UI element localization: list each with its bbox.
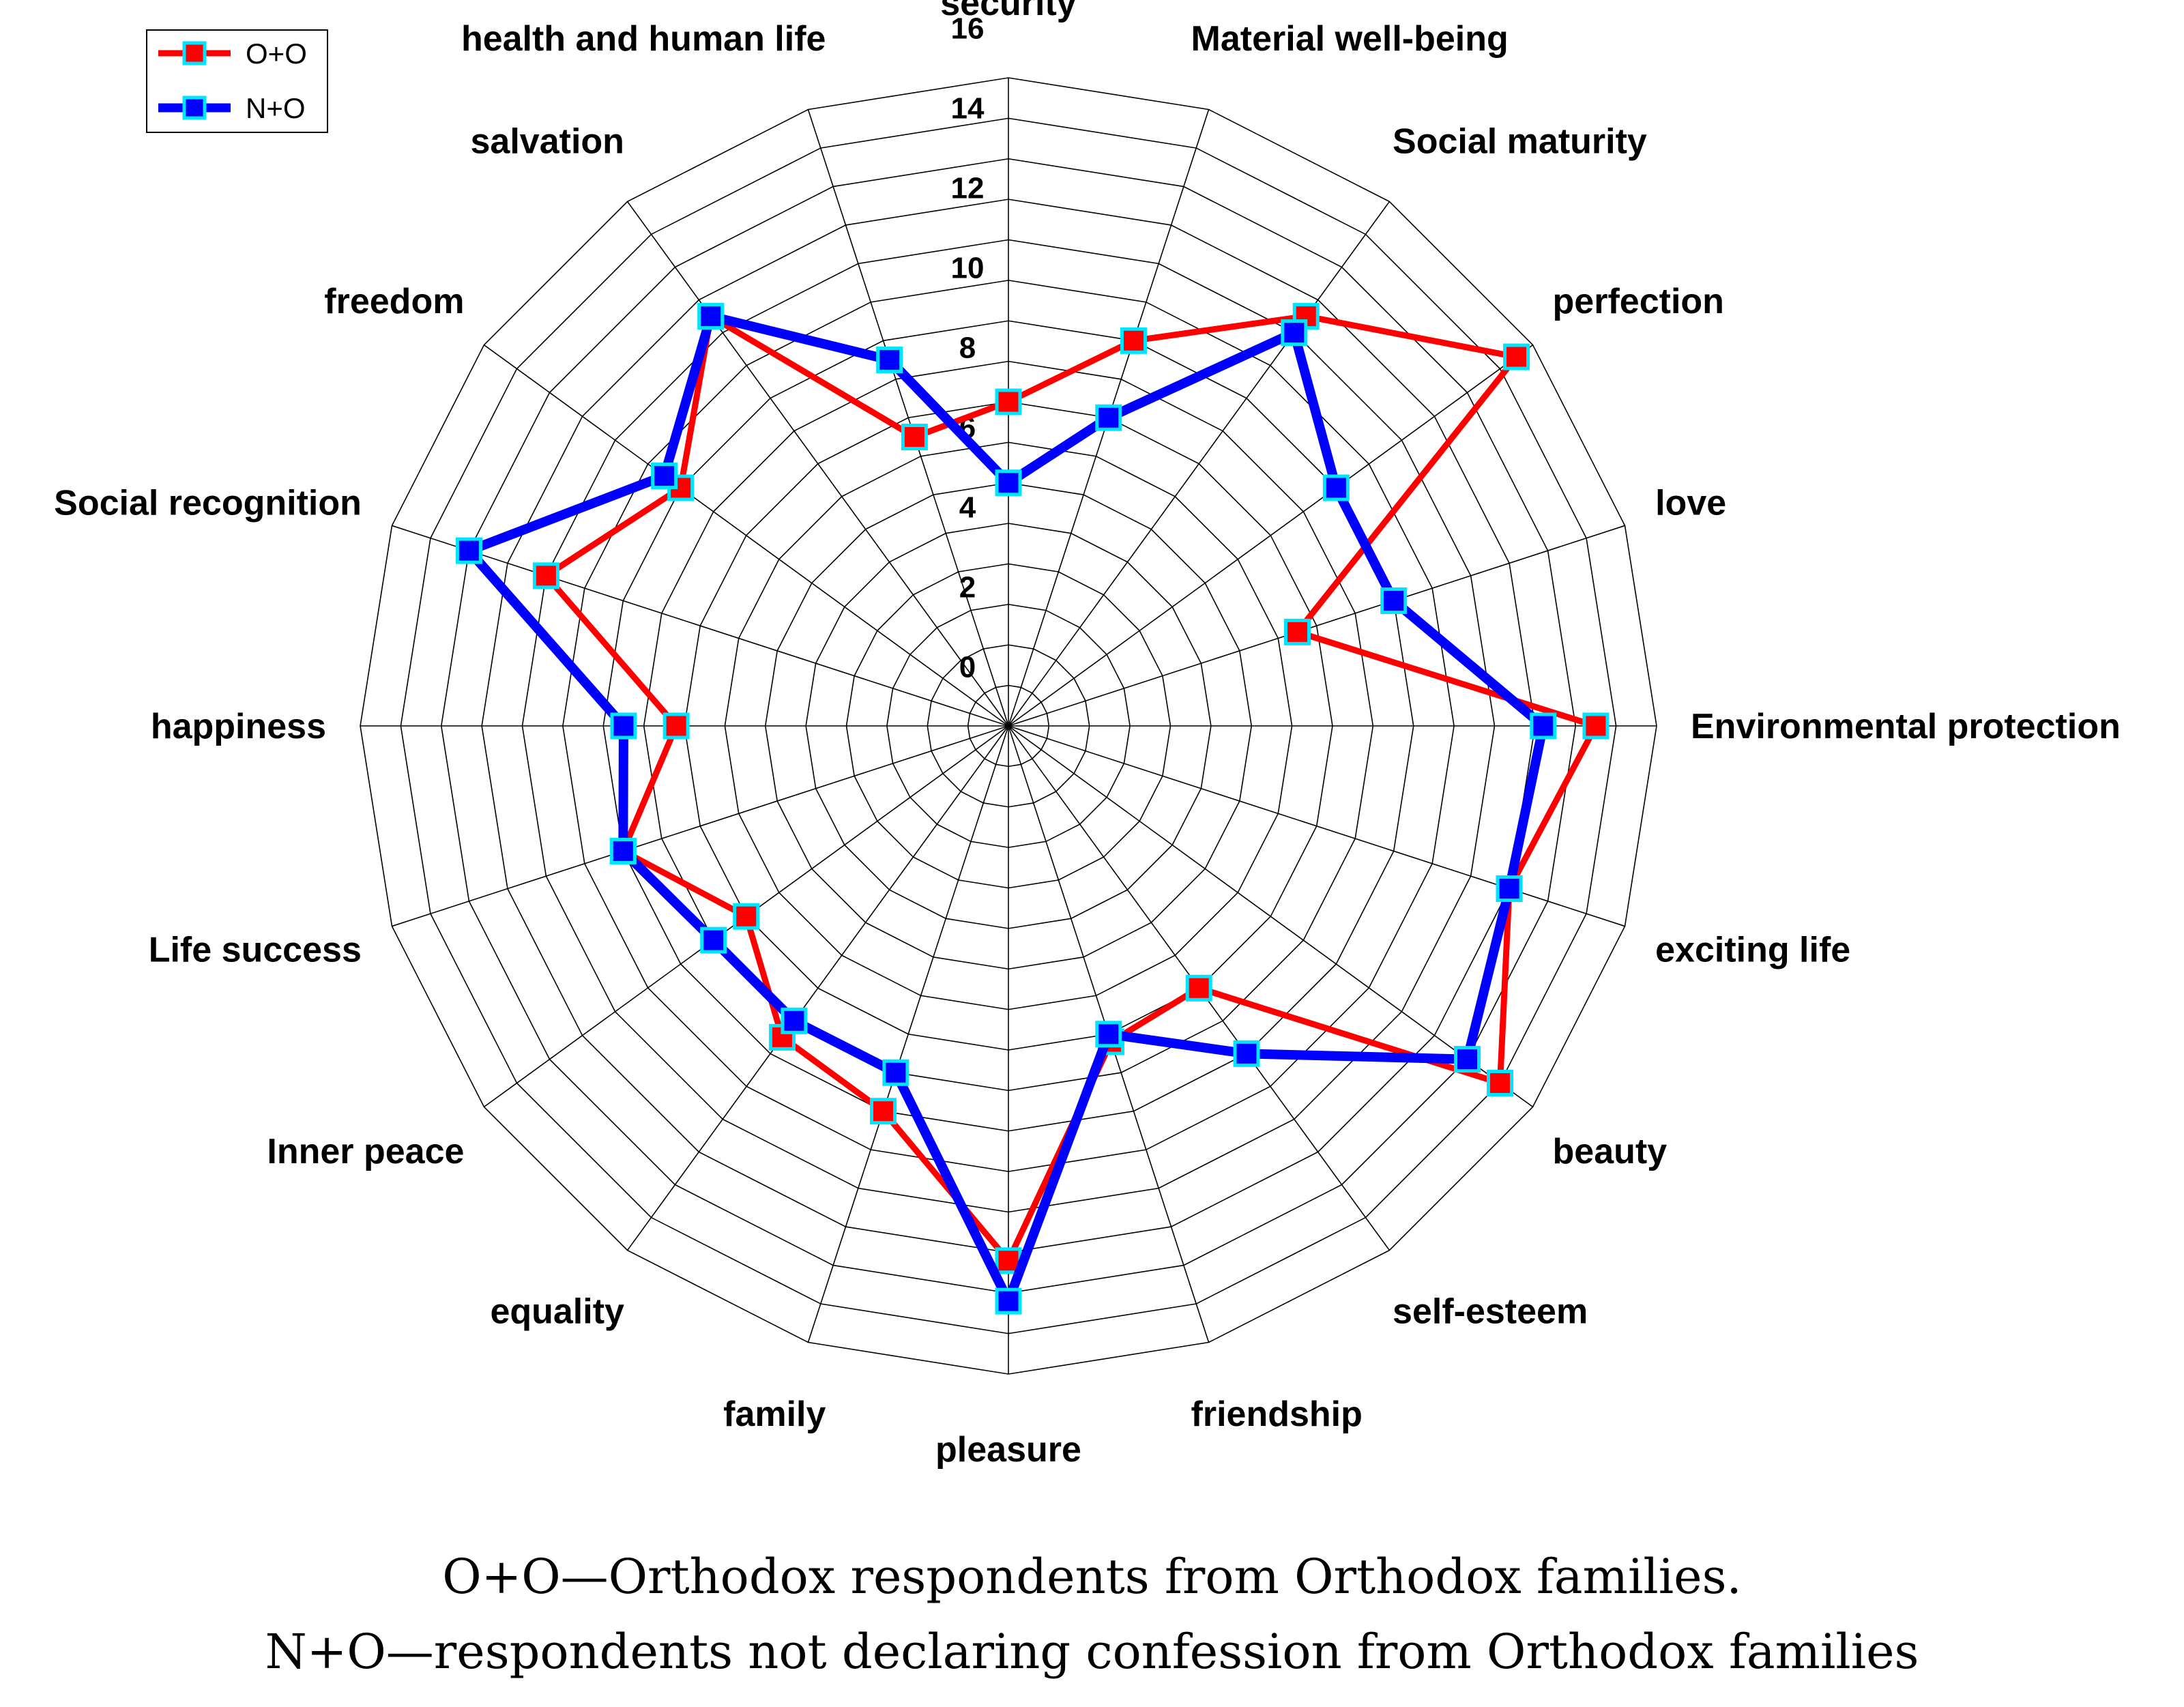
series-0-point-5	[1582, 712, 1610, 740]
category-label-17: freedom	[324, 282, 464, 321]
series-1-point-12	[781, 1007, 808, 1034]
series-0-point-8	[1185, 974, 1212, 1002]
series-1-point-2	[1281, 319, 1308, 347]
legend: O+O N+O	[146, 29, 328, 133]
series-0-point-19	[901, 423, 928, 450]
series-1-point-6	[1496, 875, 1523, 903]
category-label-15: happiness	[151, 707, 326, 746]
series-0-point-15	[663, 712, 690, 740]
category-label-0: security	[940, 0, 1077, 23]
series-1-point-0	[995, 469, 1022, 497]
legend-marker-no	[182, 96, 207, 120]
series-1-point-14	[609, 837, 637, 864]
category-label-7: beauty	[1553, 1132, 1668, 1171]
category-label-4: love	[1655, 483, 1726, 523]
series-0-point-16	[532, 562, 559, 589]
spoke-7	[1008, 725, 1534, 1108]
category-labels: security Material well-being Social maturi…	[54, 0, 2121, 1470]
tick-label-0: 0	[959, 650, 976, 684]
series-1-point-3	[1322, 474, 1350, 501]
series-1-point-16	[455, 537, 482, 564]
category-label-19: health and human life	[461, 19, 826, 59]
series-0-point-7	[1487, 1069, 1514, 1096]
tick-label-4: 4	[959, 491, 976, 524]
tick-label-10: 10	[951, 251, 985, 284]
series-1-point-9	[1095, 1021, 1122, 1048]
category-label-12: equality	[490, 1292, 624, 1332]
series-1-point-11	[882, 1059, 909, 1086]
spoke-3	[1008, 344, 1534, 727]
legend-box	[146, 29, 328, 133]
category-label-14: Life success	[149, 931, 362, 970]
series-layer	[455, 303, 1610, 1315]
series-0-point-0	[995, 388, 1022, 415]
category-label-11: family	[723, 1395, 826, 1434]
tick-label-8: 8	[959, 331, 976, 364]
category-label-8: self-esteem	[1393, 1292, 1588, 1332]
category-label-10: pleasure	[935, 1430, 1081, 1470]
legend-marker-oo	[182, 41, 207, 65]
category-label-18: salvation	[471, 121, 624, 161]
tick-label-14: 14	[951, 91, 985, 125]
category-label-3: perfection	[1553, 282, 1724, 321]
tick-label-16: 16	[951, 12, 985, 46]
category-label-16: Social recognition	[54, 483, 362, 523]
series-line-0	[541, 311, 1601, 1267]
spoke-19	[807, 109, 1009, 727]
series-0-point-1	[1120, 327, 1147, 354]
series-1-point-1	[1095, 404, 1122, 431]
spoke-12	[626, 725, 1009, 1251]
spoke-18	[626, 201, 1009, 727]
series-0-point-3	[1503, 343, 1530, 370]
series-1-point-15	[610, 712, 637, 740]
legend-label-no: N+O	[246, 92, 306, 124]
caption-line-2: N+O—respondents not declaring confession…	[265, 1624, 1919, 1680]
series-1-point-4	[1380, 587, 1408, 615]
series-0-point-13	[733, 903, 760, 930]
spoke-2	[1008, 201, 1391, 727]
category-label-13: Inner peace	[267, 1132, 464, 1171]
category-label-6: exciting life	[1655, 931, 1850, 970]
series-1-point-19	[876, 347, 903, 374]
category-label-2: Social maturity	[1393, 121, 1647, 161]
category-label-1: Material well-being	[1191, 19, 1509, 59]
series-1-point-17	[651, 463, 678, 490]
series-1-point-5	[1530, 712, 1557, 740]
series-1-point-8	[1233, 1040, 1260, 1067]
tick-label-12: 12	[951, 171, 985, 205]
series-1-point-7	[1453, 1046, 1481, 1073]
tick-label-2: 2	[959, 570, 976, 604]
radar-spokes	[360, 78, 1657, 1374]
category-label-9: friendship	[1191, 1395, 1363, 1434]
series-1-point-18	[697, 303, 725, 330]
spoke-16	[392, 525, 1009, 727]
spoke-17	[483, 344, 1009, 727]
series-1-point-13	[700, 927, 727, 954]
legend-label-oo: O+O	[246, 38, 307, 70]
caption-line-1: O+O—Orthodox respondents from Orthodox f…	[442, 1549, 1742, 1605]
series-line-1	[461, 310, 1549, 1313]
series-0-point-4	[1284, 618, 1311, 645]
spoke-4	[1008, 525, 1625, 727]
spoke-11	[807, 725, 1009, 1343]
series-1-point-10	[995, 1287, 1022, 1315]
spoke-14	[392, 725, 1009, 927]
category-label-5: Environmental protection	[1691, 707, 2121, 746]
series-0-point-11	[870, 1098, 897, 1125]
series-N+O	[455, 303, 1557, 1315]
